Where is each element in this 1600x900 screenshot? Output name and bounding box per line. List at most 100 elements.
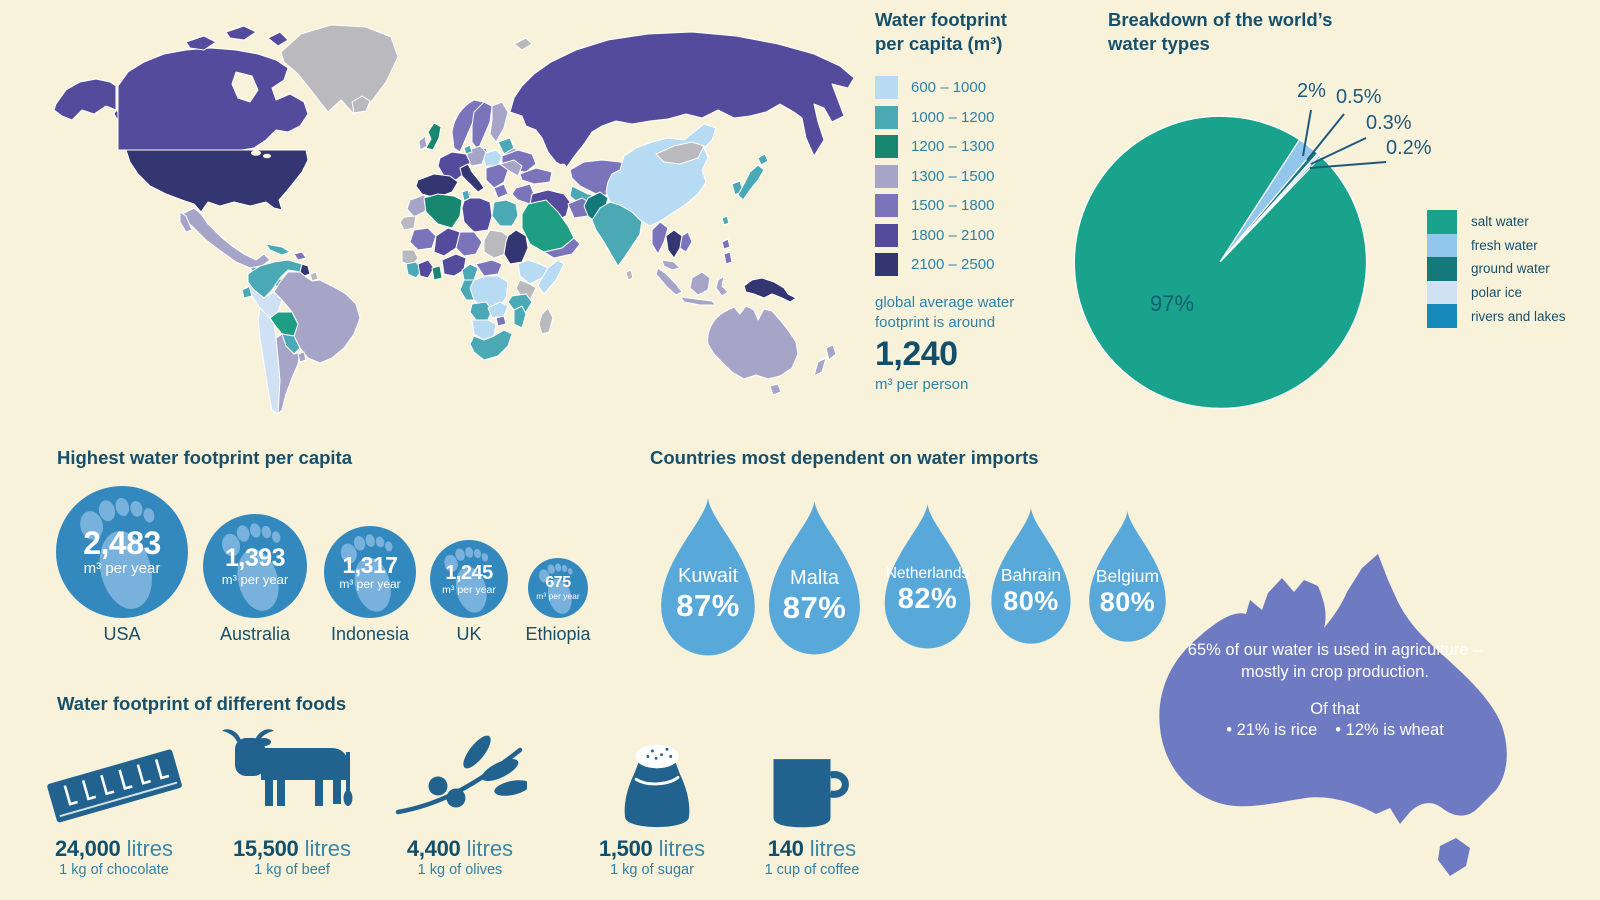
import-drop-belgium: Belgium 80% xyxy=(1085,510,1170,643)
pie-legend-swatch xyxy=(1427,210,1457,234)
map-italy xyxy=(459,163,485,193)
cow-icon xyxy=(222,729,353,806)
country-label-uk: UK xyxy=(456,624,482,644)
coffee-mug-icon xyxy=(773,759,849,828)
australia-annotation-text: 65% of our water is used in agriculture … xyxy=(1187,641,1483,681)
food-desc-beef: 1 kg of beef xyxy=(254,862,330,878)
pie-legend-swatch xyxy=(1427,280,1457,305)
footprint-value: 1,317 xyxy=(342,551,398,578)
footprint-icon xyxy=(222,523,281,611)
pie-legend-row: salt water xyxy=(1427,210,1566,234)
map-mali xyxy=(433,227,461,257)
pie-legend-label: ground water xyxy=(1471,261,1550,277)
map-russia xyxy=(509,31,855,169)
footprint-value: 2,483 xyxy=(83,524,161,561)
legend-row: 1500 – 1800 xyxy=(875,191,1075,221)
drop-percent: 87% xyxy=(782,589,847,625)
drop-country: Belgium xyxy=(1095,565,1160,586)
import-drop-kuwait: Kuwait 87% xyxy=(656,497,760,657)
pie-label-rivers-and-lakes: 0.2% xyxy=(1386,137,1432,159)
global-average-value: 1,240 xyxy=(875,335,958,374)
legend-range-label: 1200 – 1300 xyxy=(911,138,995,156)
import-drop-netherlands: Netherlands 82% xyxy=(880,503,975,650)
pie-callout-lines xyxy=(1302,109,1387,169)
legend-swatch xyxy=(875,194,898,218)
footprint-icon xyxy=(538,563,573,614)
pie-legend-label: salt water xyxy=(1471,214,1529,230)
map-legend: Water footprint per capita (m³) 600 – 10… xyxy=(875,8,1075,393)
pie-legend-label: fresh water xyxy=(1471,237,1538,253)
pie-legend-row: rivers and lakes xyxy=(1427,304,1566,328)
food-value-olives: 4,400 litres xyxy=(406,836,514,861)
map-south-africa xyxy=(469,329,513,361)
drop-country: Malta xyxy=(790,566,839,589)
drop-percent: 82% xyxy=(897,583,958,616)
footprint-value: 1,245 xyxy=(445,561,493,584)
legend-range-label: 600 – 1000 xyxy=(911,79,987,97)
footprint-circle-usa: 2,483 m³ per year xyxy=(56,486,188,618)
pie-legend-row: fresh water xyxy=(1427,233,1566,258)
footprint-unit: m³ per year xyxy=(221,571,289,587)
world-map-choropleth xyxy=(53,24,855,415)
water-drop-icon xyxy=(1089,510,1166,642)
footprint-unit: m³ per year xyxy=(339,577,401,592)
water-drop-icon xyxy=(991,507,1071,644)
legend-swatch xyxy=(875,76,898,100)
drop-country: Bahrain xyxy=(1000,564,1062,585)
map-thailand xyxy=(665,229,683,259)
footprints-section-title: Highest water footprint per capita xyxy=(57,447,353,468)
pie-label-polar-ice: 0.3% xyxy=(1366,112,1412,134)
map-japan xyxy=(737,164,765,201)
map-uk xyxy=(425,122,442,151)
map-peru xyxy=(247,281,283,319)
water-types-pie-chart xyxy=(1073,109,1387,409)
australia-annotation: 65% of our water is used in agriculture … xyxy=(1185,640,1485,742)
pie-legend-swatch xyxy=(1427,257,1457,281)
bullet-wheat: • 12% is wheat xyxy=(1335,721,1444,740)
legend-swatch xyxy=(875,253,898,277)
food-desc-sugar: 1 kg of sugar xyxy=(610,862,694,878)
map-turkey xyxy=(519,167,553,185)
food-desc-olives: 1 kg of olives xyxy=(417,862,503,878)
pie-legend-swatch xyxy=(1427,233,1457,258)
import-drop-bahrain: Bahrain 80% xyxy=(987,507,1075,645)
drop-percent: 87% xyxy=(676,588,740,624)
global-average-note: global average water footprint is around xyxy=(875,293,1015,331)
pie-label-ground-water: 0.5% xyxy=(1336,86,1382,108)
chocolate-bar-icon xyxy=(47,749,182,823)
footprint-value: 1,393 xyxy=(224,544,286,573)
map-canada xyxy=(117,47,309,151)
pie-legend-label: rivers and lakes xyxy=(1471,308,1566,324)
footprint-circle-uk: 1,245 m³ per year xyxy=(430,540,508,618)
legend-range-label: 1800 – 2100 xyxy=(911,226,995,244)
water-drop-icon xyxy=(769,501,860,655)
legend-row: 600 – 1000 xyxy=(875,73,1075,103)
country-label-australia: Australia xyxy=(219,624,291,644)
map-legend-title: Water footprint per capita (m³) xyxy=(875,9,1007,55)
sugar-bag-icon xyxy=(624,744,690,828)
map-ghana xyxy=(431,265,443,281)
water-drop-icon xyxy=(884,503,971,649)
country-label-ethiopia: Ethiopia xyxy=(525,624,591,644)
pie-label-salt-water: 97% xyxy=(1150,291,1195,316)
pie-legend: salt water fresh water ground water pola… xyxy=(1427,210,1566,328)
footprint-value: 675 xyxy=(545,573,571,591)
footprint-circle-indonesia: 1,317 m³ per year xyxy=(324,526,416,618)
legend-swatch xyxy=(875,223,898,247)
legend-row: 1300 – 1500 xyxy=(875,162,1075,192)
map-mongolia xyxy=(655,141,705,165)
legend-range-label: 1500 – 1800 xyxy=(911,197,995,215)
footprint-unit: m³ per year xyxy=(442,583,496,596)
australia-annotation-subheading: Of that xyxy=(1310,699,1360,718)
legend-range-label: 1300 – 1500 xyxy=(911,167,995,185)
footprint-icon xyxy=(444,546,489,613)
pie-legend-row: polar ice xyxy=(1427,280,1566,305)
map-indonesia xyxy=(655,267,683,296)
water-drop-icon xyxy=(661,498,755,656)
bullet-rice: • 21% is rice xyxy=(1226,721,1318,740)
drop-percent: 80% xyxy=(1099,586,1156,617)
country-label-indonesia: Indonesia xyxy=(330,624,410,644)
olive-branch-icon xyxy=(395,735,527,815)
drop-country: Kuwait xyxy=(677,565,739,588)
food-value-chocolate: 24,000 litres xyxy=(54,836,174,861)
